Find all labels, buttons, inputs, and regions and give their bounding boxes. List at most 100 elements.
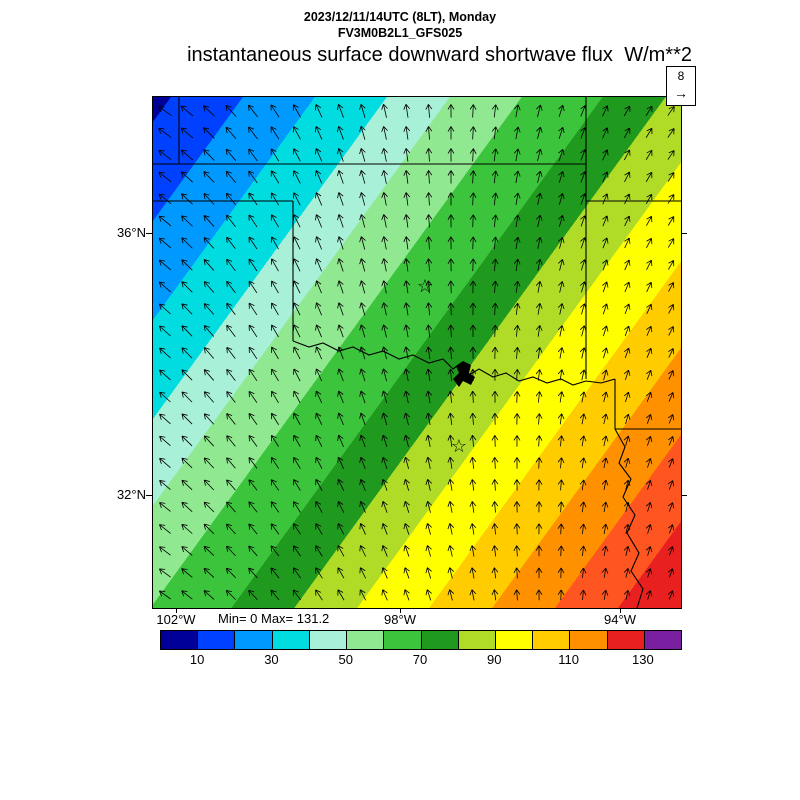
wind-vector [181,237,193,249]
wind-vector [601,457,609,469]
wind-vector [667,458,675,468]
wind-vector [557,567,565,579]
wind-vector [271,280,279,294]
wind-vector [469,258,477,272]
wind-vector [181,413,193,425]
wind-vector [558,237,565,249]
wind-vector [203,303,215,315]
wind-vector [557,413,565,425]
wind-vector [226,457,236,469]
wind-vector [359,236,366,250]
wind-vector [158,149,172,161]
wind-vector [293,479,301,491]
wind-vector [535,325,543,337]
wind-vector [381,214,388,228]
wind-vector [315,324,322,338]
wind-vector [513,413,521,425]
wind-vector [645,391,653,402]
wind-vector [557,479,565,491]
wind-vector [403,523,410,535]
wind-vector [159,435,171,447]
wind-vector [270,567,280,579]
wind-vector [270,192,280,206]
colorbar-segment [235,631,273,649]
wind-vector [337,302,344,316]
wind-vector [403,104,410,118]
wind-vector [535,523,543,535]
wind-vector [180,171,193,183]
wind-vector [602,193,609,205]
wind-vector [469,567,477,579]
wind-vector [513,435,521,447]
wind-vector [602,237,609,249]
wind-vector [159,524,171,534]
wind-vector [602,325,609,337]
wind-vector [469,434,477,447]
wind-vector [425,501,432,513]
wind-vector [557,545,565,557]
wind-vector [513,391,521,403]
wind-vector [447,214,455,228]
wind-vector [315,434,323,447]
wind-vector [557,325,565,337]
wind-vector [491,258,499,272]
wind-vector [359,302,366,316]
wind-vector [314,126,323,140]
wind-vector [425,368,433,382]
units-label: W/m**2 [624,44,692,66]
wind-vector [491,236,499,250]
wind-vector [579,589,587,601]
wind-vector [513,523,521,535]
wind-vector [425,478,432,491]
wind-vector [203,105,215,117]
wind-vector [469,324,477,338]
wind-vector [469,192,477,206]
wind-vector [270,523,280,535]
wind-vector [181,435,193,447]
wind-vector [270,236,279,250]
wind-vector [203,545,215,556]
wind-vector [225,126,237,139]
wind-vector [469,148,477,162]
wind-vector [425,280,433,294]
wind-vector [403,434,410,448]
wind-vector [271,302,279,316]
wind-vector [513,369,521,381]
wind-vector [158,127,172,138]
wind-vector [447,148,455,162]
wind-vector [601,589,609,600]
wind-vector [403,148,411,162]
wind-vector [359,148,366,162]
colorbar-labels: 10 30 50 70 90 110 130 [160,652,680,668]
wind-vector [226,435,236,447]
wind-vector [447,545,455,557]
wind-vector [159,502,171,512]
wind-vector [203,193,215,205]
ref-vector-box: 8 → [666,66,696,106]
wind-vector [359,214,366,228]
wind-vector [270,545,280,557]
wind-vector [403,258,411,272]
colorbar-segment [607,631,645,649]
wind-vector [225,545,236,557]
wind-vector [579,567,587,579]
wind-vector [623,590,631,600]
wind-vector [248,148,258,162]
colorbar-tick-label: 30 [264,652,279,667]
wind-vector [403,500,410,513]
wind-vector [557,457,565,469]
wind-vector [579,391,587,403]
wind-vector [337,567,345,579]
wind-vector [491,104,499,118]
wind-vector [203,590,215,600]
wind-vector [668,326,675,336]
wind-vector [491,457,499,469]
wind-vector [203,413,215,425]
wind-vector [359,258,366,272]
wind-vector [447,589,455,601]
wind-vector [601,479,609,491]
wind-vector [513,280,521,293]
axis-tick [620,608,621,613]
wind-vector [337,126,344,140]
